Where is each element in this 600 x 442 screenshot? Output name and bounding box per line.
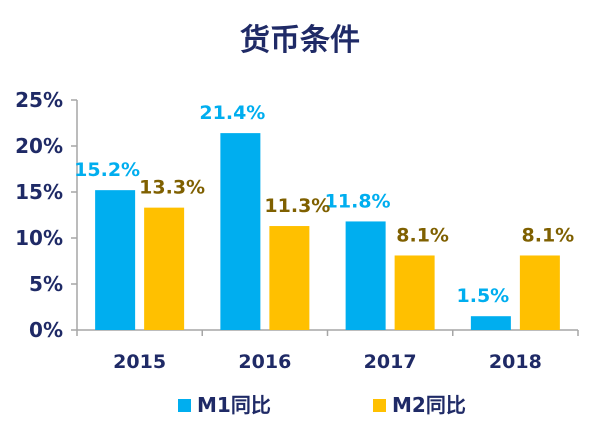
bar-m2-2017 — [394, 255, 435, 330]
x-tick-label: 2016 — [238, 351, 291, 373]
x-tick-label: 2017 — [364, 351, 417, 373]
y-tick-label: 10% — [15, 226, 63, 250]
bars — [95, 133, 560, 330]
data-label: 1.5% — [457, 285, 510, 307]
x-tick-label: 2018 — [489, 351, 542, 373]
bar-m1-2017 — [345, 221, 386, 330]
data-label: 21.4% — [199, 102, 265, 124]
data-label: 11.8% — [325, 190, 391, 212]
y-tick-label: 0% — [29, 318, 63, 342]
legend-label: M1同比 — [197, 393, 271, 417]
data-label: 15.2% — [74, 159, 140, 181]
data-label: 8.1% — [396, 224, 449, 246]
bar-m2-2018 — [519, 255, 560, 330]
legend-swatch — [178, 399, 191, 412]
bar-m2-2015 — [144, 207, 185, 330]
bar-m1-2018 — [470, 316, 511, 330]
y-tick-label: 5% — [29, 272, 63, 296]
data-label: 13.3% — [139, 177, 205, 199]
bar-m1-2016 — [220, 133, 261, 330]
legend-label: M2同比 — [392, 393, 466, 417]
legend: M1同比 M2同比 — [178, 393, 466, 417]
y-axis: 0% 5% 10% 15% 20% 25% — [15, 88, 78, 342]
bar-m1-2015 — [95, 190, 136, 330]
data-label: 11.3% — [264, 195, 330, 217]
y-tick-label: 20% — [15, 134, 63, 158]
data-labels: 15.2% 21.4% 11.8% 1.5% 13.3% 11.3% 8.1% 8.1% — [74, 102, 574, 307]
x-tick-label: 2015 — [113, 351, 166, 373]
x-axis: 2015 2016 2017 2018 — [76, 329, 579, 373]
bar-m2-2016 — [269, 226, 310, 330]
y-tick-label: 25% — [15, 88, 63, 112]
data-label: 8.1% — [522, 224, 575, 246]
y-tick-label: 15% — [15, 180, 63, 204]
legend-swatch — [373, 399, 386, 412]
chart-title: 货币条件 — [240, 23, 360, 58]
